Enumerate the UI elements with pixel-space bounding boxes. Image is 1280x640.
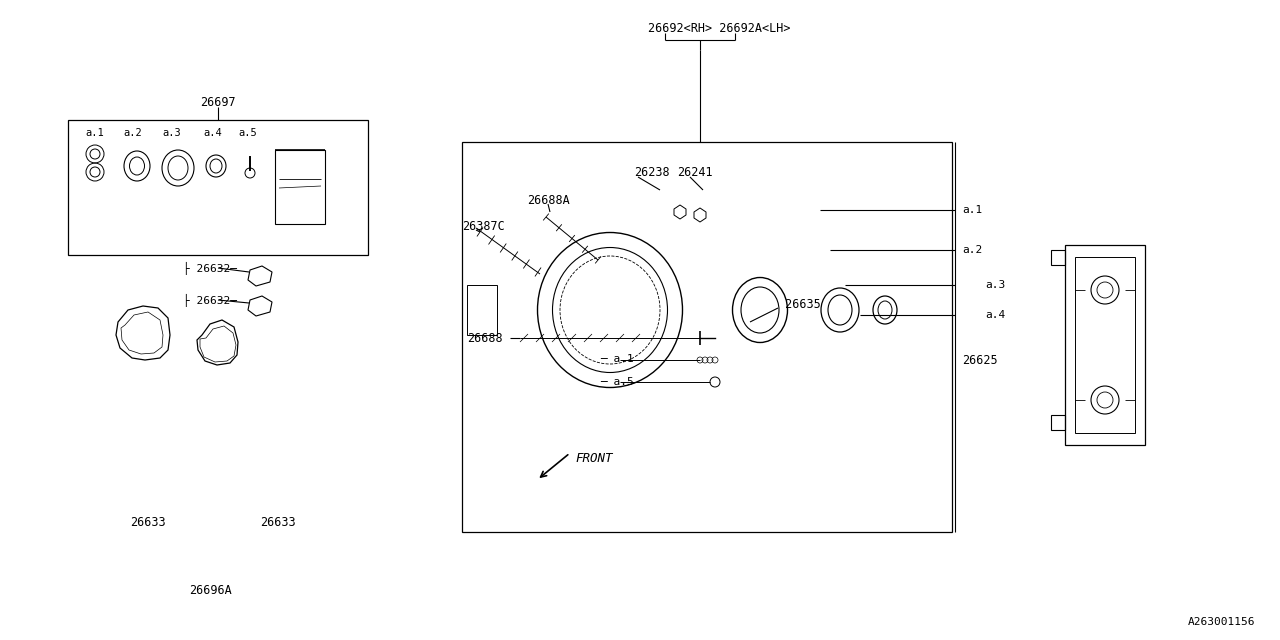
Text: a.2: a.2 [124,128,142,138]
Text: a.2: a.2 [963,245,982,255]
Text: ─ a.1: ─ a.1 [600,354,634,364]
Bar [275,150,325,224]
Text: 26688A: 26688A [527,193,570,207]
Bar [1065,245,1146,445]
Text: 26238: 26238 [634,166,669,179]
Text: a.3: a.3 [163,128,182,138]
Text: a.5: a.5 [238,128,257,138]
Text: 26696A: 26696A [188,584,232,596]
Text: ├ 26632─: ├ 26632─ [183,294,237,307]
Text: a.4: a.4 [204,128,223,138]
Text: 26241: 26241 [677,166,713,179]
Text: FRONT: FRONT [575,451,613,465]
Text: a.4: a.4 [986,310,1005,320]
Bar [467,285,497,335]
Text: 26625: 26625 [963,353,997,367]
Text: ─ a.5: ─ a.5 [600,377,634,387]
Text: 26697: 26697 [200,95,236,109]
Text: 26387C: 26387C [462,220,504,232]
Text: ├ 26632─: ├ 26632─ [183,262,237,275]
Text: 26633: 26633 [260,515,296,529]
Text: 26635: 26635 [778,298,820,312]
Bar [1075,257,1135,433]
Text: a.1: a.1 [86,128,105,138]
Text: 26633: 26633 [131,515,166,529]
Text: 26688: 26688 [467,332,503,344]
Text: 26692<RH> 26692A<LH>: 26692<RH> 26692A<LH> [648,22,791,35]
Text: a.3: a.3 [986,280,1005,290]
Text: a.1: a.1 [963,205,982,215]
Bar [462,142,952,532]
Bar [68,120,369,255]
Text: A263001156: A263001156 [1188,617,1254,627]
